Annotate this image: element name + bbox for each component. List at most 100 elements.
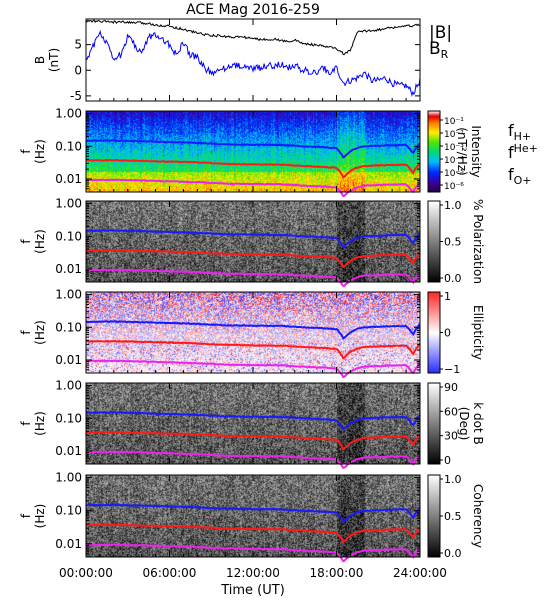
colorbar-2 [428,201,440,282]
colorbar-tick-label: 1.0 [444,473,462,486]
cyclotron-line-O-4 [85,450,421,470]
colorbar-tick-label: 10⁻⁵ [444,169,464,179]
spectrogram-1 [86,111,420,192]
colorbar-tick-label: −1 [444,363,460,376]
colorbar-tick-label: 10⁻⁶ [444,182,464,192]
y-tick-label: 0 [74,63,82,77]
spectrogram-2 [86,201,420,282]
x-tick-label: 18:00:00 [310,566,364,580]
y-tick-label: 0.10 [55,139,82,153]
chart-title: ACE Mag 2016-259 [186,2,320,18]
y-tick-label: 0.01 [55,172,82,186]
cyclotron-line-H-1 [85,139,421,159]
colorbar-tick-label: 10⁻² [444,130,464,140]
y-axis-unit: (Hz) [33,320,47,345]
spectrogram-5 [86,475,420,557]
y-axis-unit: (Hz) [33,504,47,529]
y-tick-label: 1.00 [55,197,82,211]
legend-He: fHe+ [508,142,538,162]
y-axis-unit: (Hz) [33,139,47,164]
cyclotron-line-O-5 [85,543,421,563]
cyclotron-line-O-1 [85,178,421,198]
cyclotron-line-He-1 [85,158,421,179]
colorbar-unit: (Deg) [457,407,471,441]
x-tick-label: 12:00:00 [226,566,280,580]
y-tick-label: 0.01 [55,537,82,551]
cyclotron-line-O-3 [85,359,421,379]
y-tick-label: 0.10 [55,320,82,334]
y-tick-label: 0.01 [55,353,82,367]
colorbar-tick-label: 10⁻⁴ [444,156,464,166]
y-axis-label: f [19,421,33,426]
y-axis-unit: (nT) [47,48,61,72]
colorbar-tick-label: 0 [444,454,451,467]
legend-O: fO+ [508,165,532,187]
x-tick-label: 00:00:00 [59,566,113,580]
x-tick-label: 24:00:00 [393,566,447,580]
y-tick-label: 0.01 [55,444,82,458]
colorbar-tick-label: 10⁻³ [444,143,464,153]
cyclotron-line-H-4 [85,411,421,431]
cyclotron-line-He-4 [85,430,421,451]
colorbar-label: k dot B [471,402,485,444]
legend-b-magnitude: |B| [429,23,452,43]
colorbar-frame-1 [427,110,441,193]
spectrogram-4 [86,383,420,464]
colorbar-label: Coherency [471,484,485,548]
spectrogram-3 [86,292,420,373]
colorbar-tick-label: 0 [444,327,451,340]
y-axis-label: f [19,149,33,154]
y-tick-label: 1.00 [55,288,82,302]
axes-layer [85,18,443,558]
y-axis-label: f [19,330,33,335]
colorbar-unit: (nT²/Hz) [455,127,469,175]
legend-ion-label: He+ [514,142,538,155]
legend-H: fH+ [508,121,531,143]
y-tick-label: 0.10 [55,411,82,425]
spectrogram-images [86,111,440,557]
colorbar-tick-label: 30 [444,430,458,443]
cyclotron-line-He-3 [85,339,421,360]
x-tick-label: 06:00:00 [143,566,197,580]
colorbar-tick-label: 0.0 [444,547,462,560]
y-tick-label: 1.00 [55,107,82,121]
colorbar-tick-label: 90 [444,381,458,394]
colorbar-4 [428,383,440,464]
colorbar-tick-label: 0.5 [444,236,462,249]
cyclotron-line-H-2 [85,229,421,249]
y-tick-label: 0.10 [55,504,82,518]
x-axis-label: Time (UT) [220,583,285,598]
cyclotron-line-H-5 [85,503,421,523]
colorbar-tick-label: 0.5 [444,510,462,523]
colorbar-tick-label: 10⁻¹ [444,117,464,127]
series-line-b-magnitude [85,19,421,56]
y-axis-label: B [33,56,47,64]
cyclotron-line-He-2 [85,248,421,268]
y-tick-label: 0.10 [55,229,82,243]
colorbar-tick-label: 1 [444,290,451,303]
colorbar-label: Ellipticity [471,305,485,360]
y-axis-unit: (Hz) [33,229,47,254]
colorbar-tick-label: 1.0 [444,199,462,212]
colorbar-label: % Polarization [471,199,485,284]
series-line-b-radial [85,29,421,98]
colorbar-tick-label: 0.0 [444,272,462,285]
y-tick-label: -5 [70,89,82,103]
y-axis-label: f [19,239,33,244]
y-tick-label: 5 [74,38,82,52]
legend-b-radial-subscript: R [441,48,449,61]
data-lines [85,19,421,563]
y-axis-label: f [19,513,33,518]
cyclotron-line-H-3 [85,320,421,340]
colorbar-frame-4 [427,382,441,465]
colorbar-tick-label: 60 [444,405,458,418]
colorbar-3 [428,292,440,373]
y-tick-label: 1.00 [55,471,82,485]
y-axis-unit: (Hz) [33,411,47,436]
y-tick-label: 1.00 [55,379,82,393]
colorbar-label: Intensity [469,125,483,177]
colorbar-1 [428,111,440,192]
y-tick-label: 0.01 [55,262,82,276]
